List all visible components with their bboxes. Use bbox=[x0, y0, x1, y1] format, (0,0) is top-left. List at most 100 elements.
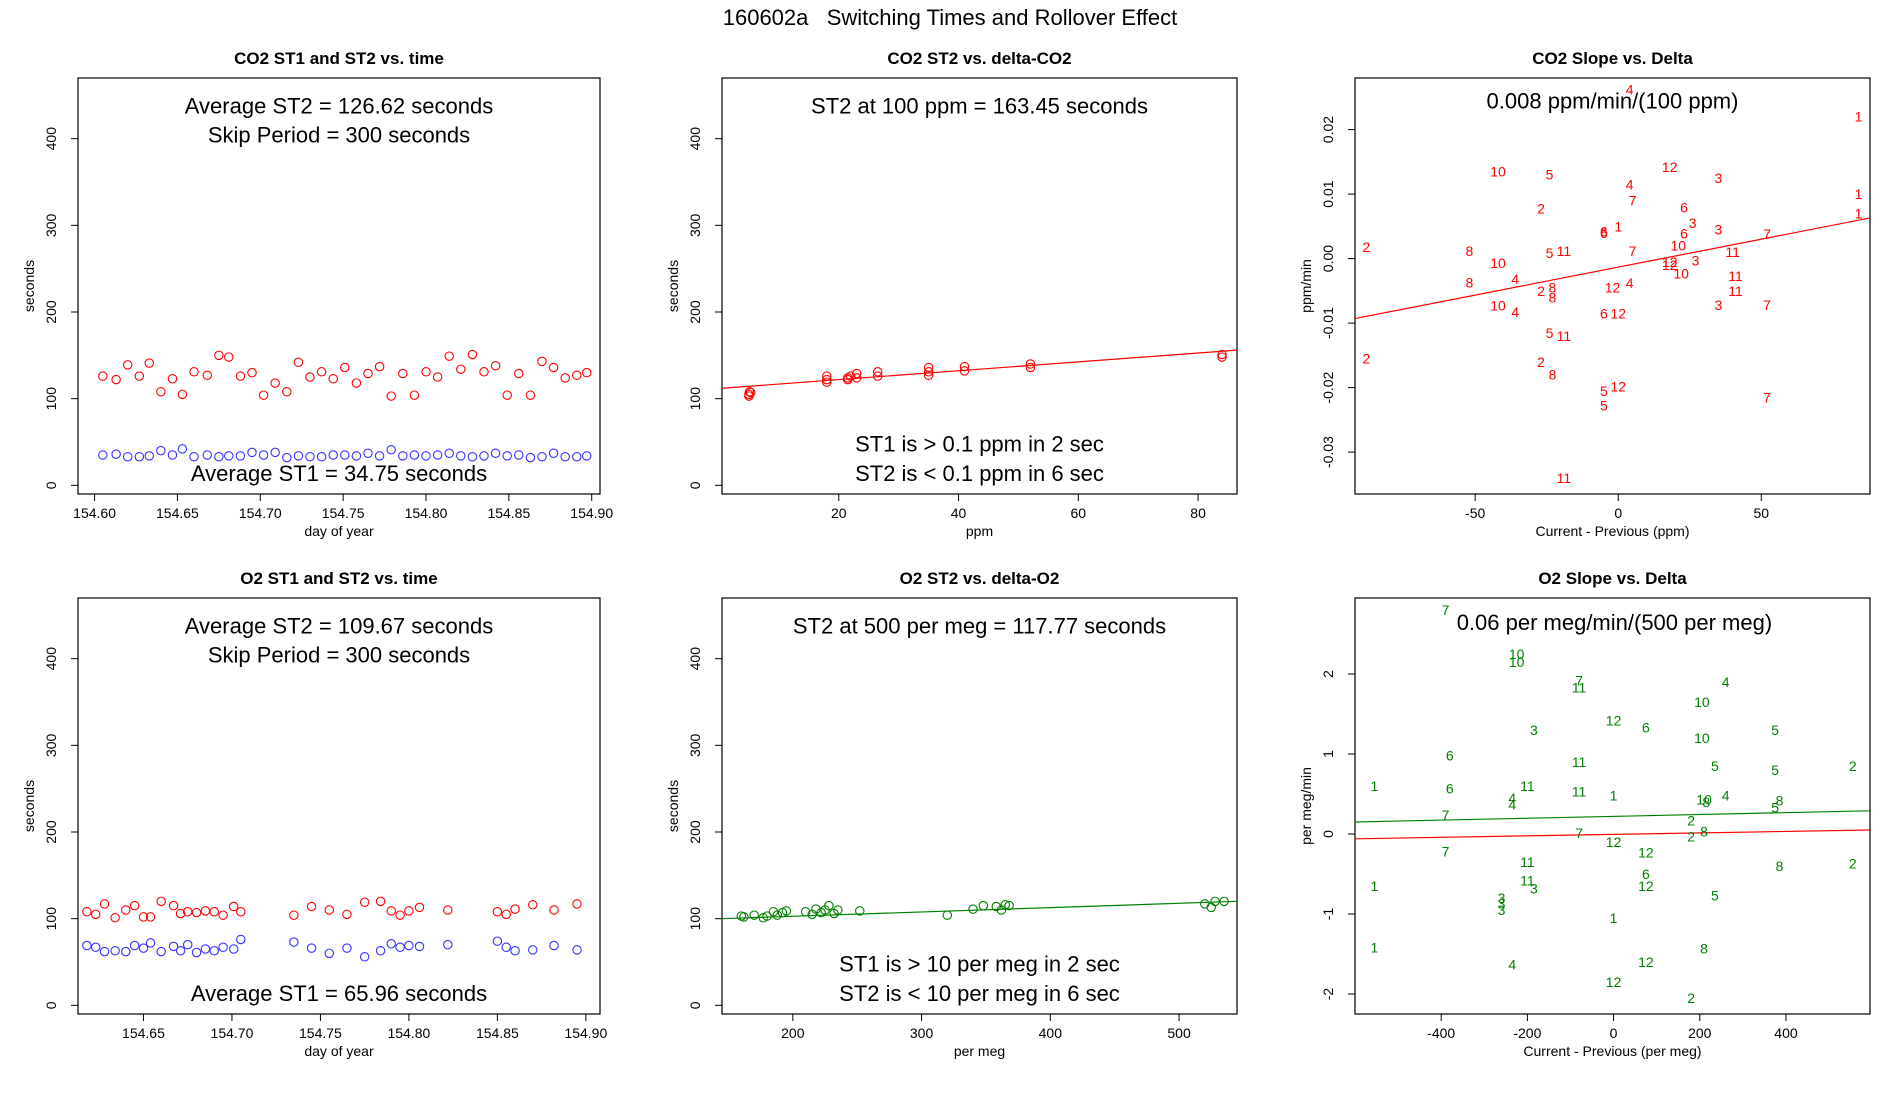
data-point-st2 bbox=[745, 387, 756, 398]
annotation: Average ST1 = 34.75 seconds bbox=[191, 461, 487, 486]
point-label: 1 bbox=[1370, 778, 1378, 794]
point-label: 12 bbox=[1662, 254, 1678, 270]
plot-frame bbox=[1354, 597, 1871, 1015]
data-point-st2 bbox=[501, 909, 511, 920]
point-label: 8 bbox=[1549, 289, 1557, 305]
data-point-st1 bbox=[395, 942, 405, 953]
data-point-st1 bbox=[537, 451, 547, 462]
annotation: ST1 is > 10 per meg in 2 sec bbox=[839, 952, 1120, 977]
data-point-st2 bbox=[762, 911, 772, 921]
data-point-st2 bbox=[247, 367, 257, 378]
point-label: 12 bbox=[1662, 257, 1678, 273]
point-label: 4 bbox=[1722, 674, 1730, 690]
point-label: 3 bbox=[1714, 222, 1722, 238]
data-point-st2 bbox=[822, 377, 832, 387]
data-point-st2 bbox=[200, 906, 211, 916]
data-point-st1 bbox=[175, 945, 186, 956]
annotation: Average ST2 = 126.62 seconds bbox=[185, 94, 493, 119]
data-point-st2 bbox=[351, 378, 362, 388]
data-point-st2 bbox=[749, 910, 759, 920]
data-point-st1 bbox=[111, 449, 121, 459]
data-point-st1 bbox=[235, 451, 246, 461]
data-point-st1 bbox=[191, 947, 202, 958]
data-point-st1 bbox=[514, 450, 524, 460]
point-label: 12 bbox=[1610, 305, 1626, 321]
y-tick-label: 400 bbox=[687, 647, 703, 671]
point-label: 2 bbox=[1687, 812, 1695, 828]
x-tick-label: 154.75 bbox=[299, 1025, 342, 1041]
data-point-st1 bbox=[359, 952, 370, 962]
data-point-st1 bbox=[572, 945, 582, 955]
data-point-st1 bbox=[167, 450, 178, 460]
y-tick-label: 1 bbox=[1320, 750, 1336, 758]
data-point-st1 bbox=[404, 940, 414, 951]
data-point-st2 bbox=[386, 906, 396, 916]
point-label: 6 bbox=[1600, 225, 1608, 241]
data-point-st1 bbox=[145, 938, 156, 948]
data-point-st1 bbox=[236, 934, 246, 945]
data-point-st2 bbox=[168, 900, 179, 911]
data-point-st2 bbox=[98, 371, 108, 381]
point-label: 8 bbox=[1466, 243, 1474, 259]
data-point-st2 bbox=[772, 910, 783, 920]
chart-panel-p3: CO2 Slope vs. Delta -50 0 50 Current - Previ… bbox=[1298, 49, 1871, 539]
y-tick-label: 300 bbox=[687, 213, 703, 237]
data-point-st2 bbox=[514, 368, 524, 379]
data-point-st1 bbox=[305, 451, 315, 462]
data-point-st2 bbox=[572, 899, 582, 909]
data-point-st1 bbox=[228, 944, 239, 954]
data-point-st2 bbox=[236, 906, 246, 917]
point-label: 7 bbox=[1442, 807, 1450, 823]
data-point-st2 bbox=[479, 367, 489, 377]
chart-title: O2 Slope vs. Delta bbox=[1538, 569, 1687, 588]
data-point-st2 bbox=[145, 912, 156, 922]
data-point-st2 bbox=[121, 905, 131, 915]
data-point-st1 bbox=[456, 451, 466, 461]
x-tick-label: 500 bbox=[1167, 1025, 1191, 1041]
data-point-st1 bbox=[200, 944, 211, 954]
chart-title: O2 ST1 and ST2 vs. time bbox=[240, 569, 437, 588]
x-tick-label: 154.65 bbox=[156, 505, 199, 521]
data-point-st1 bbox=[177, 444, 188, 454]
y-axis-label: seconds bbox=[21, 260, 37, 312]
data-point-st2 bbox=[443, 905, 453, 915]
point-label: 1 bbox=[1855, 186, 1863, 202]
point-label: 12 bbox=[1606, 974, 1622, 990]
data-point-st2 bbox=[99, 899, 110, 909]
point-label: 1 bbox=[1855, 109, 1863, 125]
point-label: 7 bbox=[1629, 193, 1637, 209]
x-axis-label: Current - Previous (ppm) bbox=[1535, 523, 1689, 539]
data-point-st1 bbox=[581, 451, 592, 461]
data-point-st2 bbox=[1004, 900, 1014, 911]
point-label: 11 bbox=[1557, 470, 1572, 486]
data-point-st1 bbox=[560, 451, 570, 462]
data-point-st2 bbox=[811, 904, 821, 914]
annotation: Average ST1 = 65.96 seconds bbox=[191, 981, 487, 1006]
data-point-st2 bbox=[872, 371, 883, 381]
x-tick-label: -200 bbox=[1513, 1025, 1541, 1041]
y-tick-label: -2 bbox=[1320, 988, 1336, 1001]
point-label: 2 bbox=[1849, 856, 1857, 872]
data-point-st1 bbox=[293, 451, 304, 461]
data-point-st2 bbox=[851, 373, 862, 383]
data-point-st2 bbox=[1210, 896, 1220, 907]
data-point-st2 bbox=[270, 378, 280, 388]
y-tick-label: 0 bbox=[43, 481, 59, 489]
y-tick-label: 200 bbox=[43, 820, 59, 844]
data-point-st1 bbox=[409, 450, 420, 460]
point-label: 10 bbox=[1696, 792, 1712, 808]
point-label: 12 bbox=[1606, 712, 1622, 728]
data-point-st1 bbox=[572, 451, 582, 462]
point-label: 6 bbox=[1680, 225, 1688, 241]
data-point-st2 bbox=[138, 912, 149, 922]
point-label: 6 bbox=[1600, 224, 1608, 240]
point-label: 4 bbox=[1508, 796, 1516, 812]
data-point-st2 bbox=[549, 905, 559, 915]
point-label: 5 bbox=[1771, 800, 1779, 816]
data-point-st2 bbox=[548, 362, 559, 373]
y-tick-label: 100 bbox=[43, 907, 59, 931]
x-axis-label: Current - Previous (per meg) bbox=[1523, 1043, 1701, 1059]
data-point-st2 bbox=[421, 367, 431, 377]
point-label: 6 bbox=[1642, 866, 1650, 882]
